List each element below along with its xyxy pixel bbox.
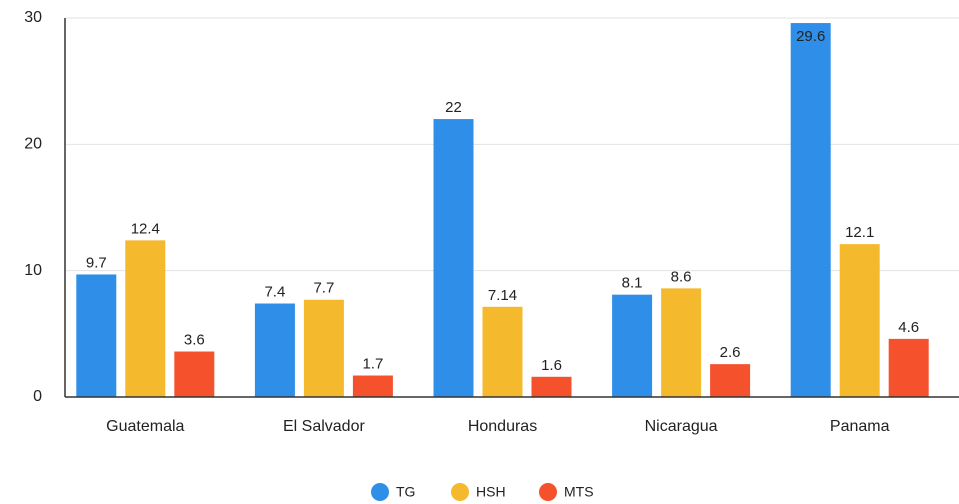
legend-marker [451,483,469,501]
value-label: 7.14 [488,287,517,304]
value-label: 8.1 [622,275,643,292]
value-label: 1.6 [541,357,562,374]
value-label: 4.6 [898,319,919,336]
x-tick-label: Panama [830,418,890,435]
y-tick-label: 30 [24,9,42,26]
bar [790,23,831,397]
bar [125,240,166,397]
x-tick-label: El Salvador [283,418,365,435]
bar [352,375,393,397]
legend-marker [539,483,557,501]
bar [254,303,295,397]
x-tick-label: Guatemala [106,418,184,435]
legend-label: MTS [564,484,594,500]
bar [888,338,929,397]
value-label: 22 [445,99,462,116]
bar [433,119,474,398]
x-tick-label: Nicaragua [645,418,718,435]
legend-label: HSH [476,484,506,500]
value-label: 12.4 [131,220,160,237]
y-tick-label: 10 [24,262,42,279]
y-tick-label: 0 [33,388,42,405]
value-label: 9.7 [86,254,107,271]
bar [531,376,572,397]
value-label: 12.1 [845,224,874,241]
bar [482,306,523,397]
value-label: 1.7 [362,355,383,372]
value-label: 7.7 [313,280,334,297]
value-label: 2.6 [720,344,741,361]
bar [710,364,751,397]
value-label: 7.4 [264,283,285,300]
value-label: 29.6 [796,28,825,45]
bar [303,299,344,397]
legend-label: TG [396,484,415,500]
x-tick-label: Honduras [468,418,537,435]
y-tick-label: 20 [24,136,42,153]
value-label: 3.6 [184,331,205,348]
bar [612,294,653,397]
bar [76,274,117,397]
bar [661,288,702,397]
legend-marker [371,483,389,501]
bar [174,351,215,397]
bar [839,244,880,397]
value-label: 8.6 [671,268,692,285]
